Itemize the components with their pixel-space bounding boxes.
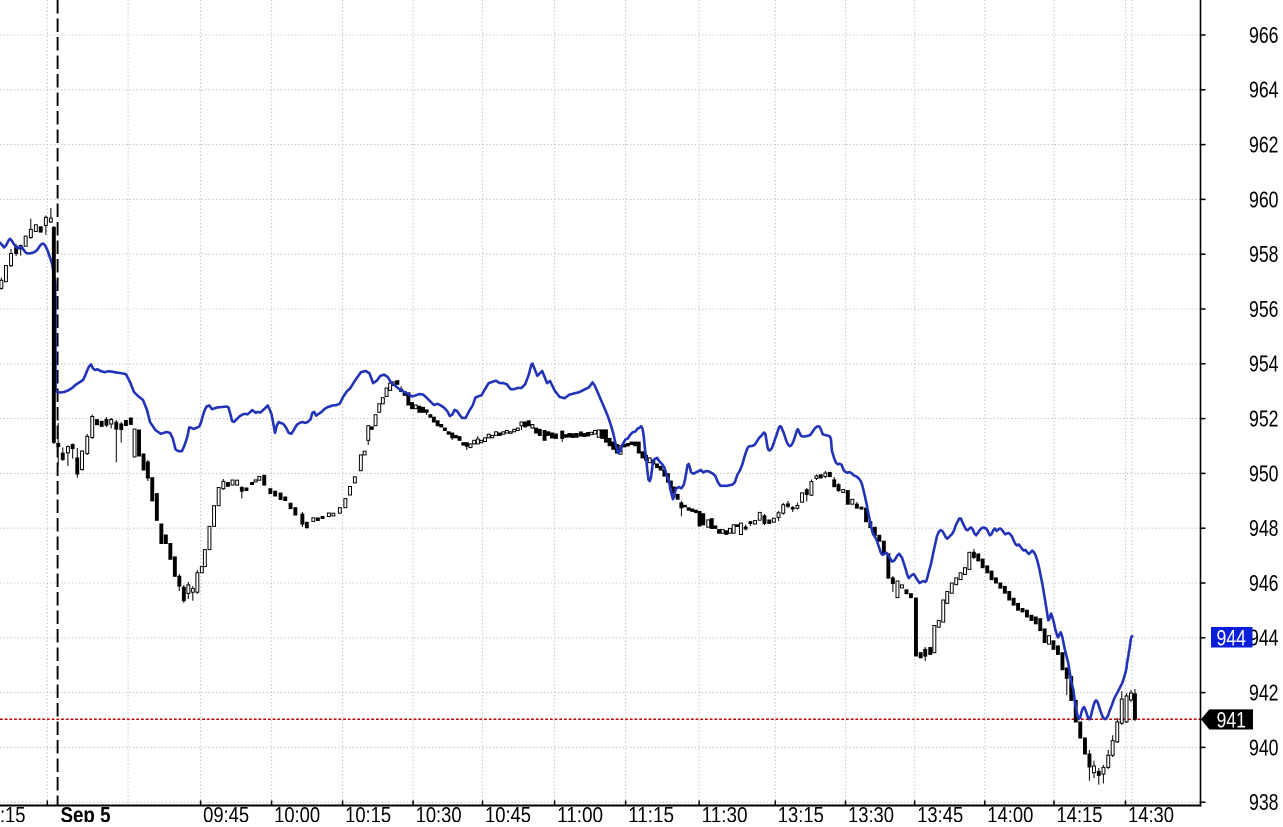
svg-text:10:00: 10:00 — [274, 803, 320, 823]
svg-text:940: 940 — [1249, 734, 1279, 760]
svg-text:948: 948 — [1249, 515, 1279, 541]
svg-text:13:45: 13:45 — [917, 803, 963, 823]
svg-text:954: 954 — [1249, 351, 1279, 377]
svg-text:10:15: 10:15 — [345, 803, 391, 823]
svg-text:946: 946 — [1249, 570, 1279, 596]
svg-text:09:15: 09:15 — [0, 803, 26, 823]
svg-text:966: 966 — [1249, 22, 1279, 48]
svg-text:14:30: 14:30 — [1128, 803, 1174, 823]
svg-text:942: 942 — [1249, 680, 1279, 706]
svg-text:941: 941 — [1217, 708, 1247, 733]
svg-text:962: 962 — [1249, 132, 1279, 158]
svg-text:11:30: 11:30 — [702, 803, 748, 823]
svg-text:14:15: 14:15 — [1057, 803, 1103, 823]
svg-text:11:00: 11:00 — [557, 803, 603, 823]
svg-text:960: 960 — [1249, 186, 1279, 212]
svg-text:14:00: 14:00 — [987, 803, 1033, 823]
svg-text:10:30: 10:30 — [416, 803, 462, 823]
svg-text:938: 938 — [1249, 789, 1279, 815]
svg-text:10:45: 10:45 — [485, 803, 531, 823]
svg-text:952: 952 — [1249, 406, 1279, 432]
svg-text:944: 944 — [1217, 626, 1247, 651]
svg-text:956: 956 — [1249, 296, 1279, 322]
svg-text:944: 944 — [1249, 625, 1279, 651]
svg-text:950: 950 — [1249, 460, 1279, 486]
svg-text:13:15: 13:15 — [778, 803, 824, 823]
svg-text:958: 958 — [1249, 241, 1279, 267]
svg-text:09:45: 09:45 — [203, 803, 249, 823]
svg-text:Sep 5: Sep 5 — [61, 803, 111, 823]
svg-text:13:30: 13:30 — [848, 803, 894, 823]
svg-text:964: 964 — [1249, 77, 1279, 103]
svg-text:11:15: 11:15 — [628, 803, 674, 823]
